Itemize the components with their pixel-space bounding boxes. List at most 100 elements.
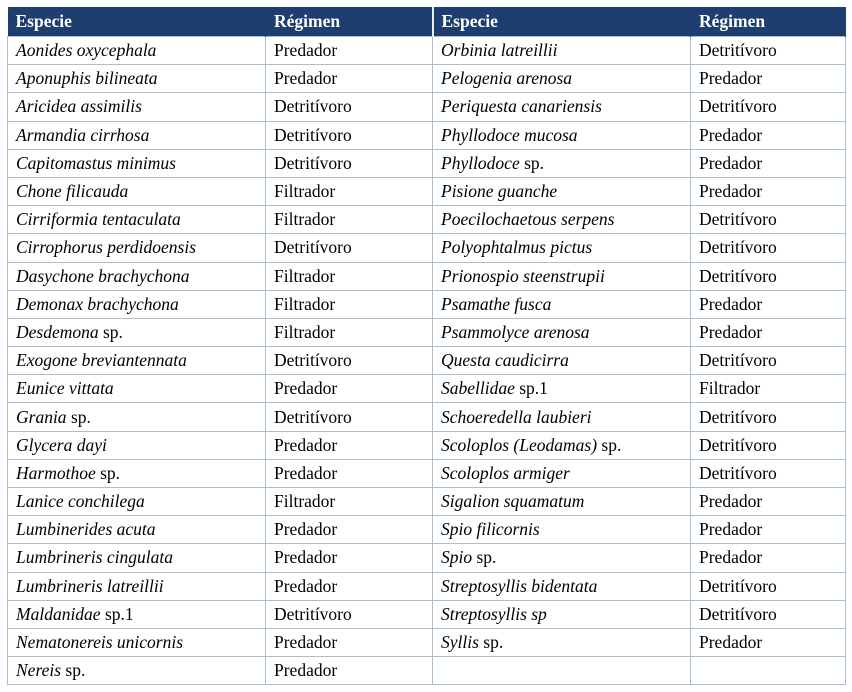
species-name: Glycera dayi [16,434,107,455]
species-cell: Aricidea assimilis [7,92,266,122]
regimen-cell: Filtrador [265,205,433,235]
regimen-cell: Predador [265,656,433,686]
species-name: Polyophtalmus pictus [441,237,593,258]
species-suffix: sp.1 [104,603,134,624]
regimen: Filtrador [274,265,336,286]
regimen-cell: Predador [690,317,846,348]
species-name: Chone filicauda [16,181,129,202]
species-cell: Scoloplos (Leodamas) sp. [432,430,691,460]
species-name: Nereis [16,660,62,681]
regimen-cell: Detritívoro [690,430,846,460]
species-cell: Maldanidae sp.1 [7,599,266,629]
species-cell: Glycera dayi [7,430,266,460]
table-row: Chone filicauda Filtrador Pisione guanche P… [7,176,846,207]
regimen: Predador [699,124,763,145]
species-name: Lumbrineris latreillii [16,575,164,596]
species-cell: Lumbinerides acuta [7,515,266,545]
regimen-cell: Detritívoro [690,92,846,122]
species-name: Pisione guanche [441,181,558,202]
regimen-cell: Predador [690,486,846,517]
regimen-cell: Predador [265,64,433,94]
species-name: Streptosyllis sp [441,603,547,624]
table-row: Dasychone brachychona Filtrador Prionospio… [7,261,846,291]
regimen: Predador [699,293,763,314]
regimen: Predador [699,491,763,512]
regimen: Predador [699,321,763,342]
regimen-cell: Predador [265,35,433,66]
regimen-cell: Detritívoro [265,233,433,263]
regimen: Predador [274,40,338,61]
regimen: Predador [699,632,763,653]
species-cell: Lanice conchilega [7,486,266,517]
table-row: Grania sp. Detritívoro Schoeredella laubier… [7,402,846,432]
species-name: Sigalion squamatum [441,491,585,512]
species-cell: Prionospio steenstrupii [432,261,691,291]
regimen-cell: Detritívoro [690,261,846,291]
regimen-cell: Detritívoro [690,599,846,629]
species-cell: Pisione guanche [432,176,691,207]
species-name: Eunice vittata [16,378,114,399]
regimen-cell: Detritívoro [690,346,846,376]
regimen: Predador [274,547,338,568]
species-cell: Syllis sp. [432,627,691,658]
header-cell: Régimen [265,7,433,37]
species-cell: Nematonereis unicornis [7,627,266,658]
species-cell: Schoeredella laubieri [432,402,691,432]
species-name: Poecilochaetous serpens [441,209,615,230]
regimen: Filtrador [274,321,336,342]
species-name: Streptosyllis bidentata [441,575,598,596]
species-name: Aponuphis bilineata [16,68,158,89]
regimen: Filtrador [274,181,336,202]
table-row: Lanice conchilega Filtrador Sigalion squam… [7,486,846,517]
species-name: Lumbrineris cingulata [16,547,174,568]
species-suffix: sp. [524,152,545,173]
regimen: Predador [274,660,338,681]
regimen-cell: Predador [265,458,433,489]
species-name: Nematonereis unicornis [16,632,184,653]
species-name: Aonides oxycephala [16,40,157,61]
species-name: Grania [16,406,67,427]
species-cell: Questa caudicirra [432,346,691,376]
regimen-cell: Predador [690,176,846,207]
regimen: Detritívoro [274,96,352,117]
species-name: Dasychone brachychona [16,265,190,286]
regimen: Predador [274,434,338,455]
regimen-cell: Detritívoro [265,346,433,376]
species-cell: Armandia cirrhosa [7,120,266,150]
regimen-cell: Detritívoro [690,205,846,235]
regimen: Detritívoro [699,209,777,230]
regimen-cell: Detritívoro [690,233,846,263]
species-name: Exogone breviantennata [16,350,187,371]
regimen-cell: Filtrador [265,486,433,517]
table-row: Nereis sp. Predador [7,656,846,686]
regimen: Detritívoro [274,152,352,173]
header-row: Especie Régimen Especie Régimen [7,7,846,37]
species-name: Psammolyce arenosa [441,321,590,342]
species-cell: Polyophtalmus pictus [432,233,691,263]
regimen-cell: Filtrador [690,374,846,404]
regimen-cell: Detritívoro [690,458,846,489]
regimen: Detritívoro [699,96,777,117]
species-cell: Periquesta canariensis [432,92,691,122]
species-name: Sabellidae [441,378,515,399]
species-name: Lumbinerides acuta [16,519,156,540]
species-cell: Sabellidae sp.1 [432,374,691,404]
species-cell: Spio filicornis [432,515,691,545]
regimen-cell: Predador [265,543,433,573]
regimen: Detritívoro [699,350,777,371]
species-cell: Dasychone brachychona [7,261,266,291]
regimen: Detritívoro [274,406,352,427]
table-row: Eunice vittata Predador Sabellidae sp.1 Filt… [7,374,846,404]
regimen: Predador [699,519,763,540]
species-name: Syllis [441,632,479,653]
regimen: Predador [274,519,338,540]
regimen-cell: Predador [690,515,846,545]
regimen-cell: Predador [265,374,433,404]
regimen: Filtrador [274,209,336,230]
header-cell: Especie [431,7,691,37]
regimen: Detritívoro [274,350,352,371]
species-cell: Spio sp. [432,543,691,573]
regimen-cell [690,656,846,686]
species-suffix: sp. [100,462,121,483]
table-row: Cirriformia tentaculata Filtrador Poeciloc… [7,205,846,235]
